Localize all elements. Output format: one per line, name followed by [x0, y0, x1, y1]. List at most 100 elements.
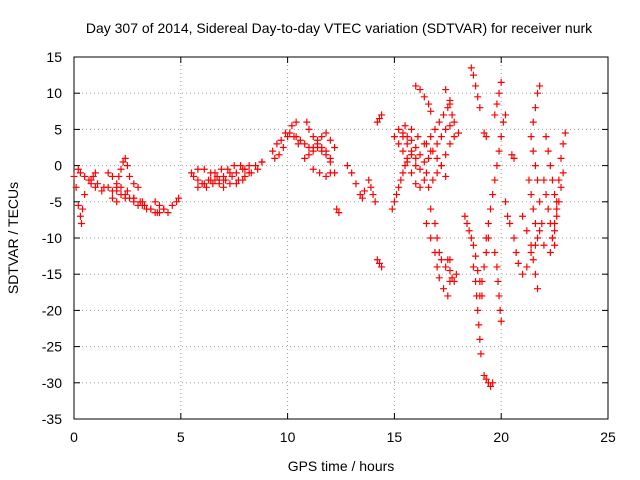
data-point	[252, 162, 260, 170]
data-point	[508, 151, 516, 159]
data-point	[496, 306, 504, 314]
data-point	[322, 147, 330, 155]
series-arc-48	[510, 227, 544, 278]
data-point	[425, 154, 433, 162]
data-point	[117, 191, 125, 199]
data-point	[326, 169, 334, 177]
data-point	[397, 176, 405, 184]
data-point	[373, 118, 381, 126]
data-point	[72, 183, 80, 191]
data-point	[442, 172, 450, 180]
series-arc-50	[525, 176, 542, 242]
data-point	[190, 172, 198, 180]
data-point	[326, 154, 334, 162]
data-point	[271, 154, 279, 162]
data-point	[401, 162, 409, 170]
data-point	[467, 64, 475, 72]
series-arc-03	[87, 176, 159, 217]
data-point	[407, 136, 415, 144]
series-arc-37	[461, 212, 486, 300]
series-arc-22	[373, 256, 386, 271]
data-point	[514, 259, 522, 267]
data-point	[407, 169, 415, 177]
data-point	[239, 165, 247, 173]
data-point	[425, 100, 433, 108]
data-point	[472, 252, 480, 260]
data-point	[536, 82, 544, 90]
data-point	[461, 212, 469, 220]
data-point	[108, 194, 116, 202]
data-point	[104, 169, 112, 177]
series-arc-13	[269, 129, 302, 155]
data-point	[375, 115, 383, 123]
data-point	[467, 234, 475, 242]
data-point	[412, 82, 420, 90]
data-point	[269, 147, 277, 155]
data-point	[489, 191, 497, 199]
data-point	[476, 104, 484, 112]
data-point	[393, 191, 401, 199]
series-arc-55	[546, 129, 569, 256]
data-point	[416, 151, 424, 159]
data-point	[100, 183, 108, 191]
data-point	[155, 201, 163, 209]
series-arc-29	[422, 100, 454, 148]
data-point	[371, 198, 379, 206]
series-arc-36	[444, 256, 460, 285]
y-tick-label: -25	[42, 339, 62, 355]
data-point	[495, 147, 503, 155]
data-point	[93, 180, 101, 188]
data-point	[561, 129, 569, 137]
data-point	[318, 133, 326, 141]
series-arc-07	[151, 194, 183, 217]
data-point	[130, 198, 138, 206]
series-arc-49	[519, 212, 542, 293]
y-tick-label: 5	[54, 121, 62, 137]
data-point	[484, 220, 492, 228]
data-point	[303, 118, 311, 126]
data-point	[529, 118, 537, 126]
data-point	[395, 125, 403, 133]
data-point	[531, 162, 539, 170]
data-point	[548, 176, 556, 184]
data-point	[138, 201, 146, 209]
data-point	[121, 194, 129, 202]
data-point	[309, 133, 317, 141]
series-arc-35	[427, 205, 454, 271]
data-point	[551, 191, 559, 199]
series-arc-47	[508, 151, 518, 162]
data-point	[557, 154, 565, 162]
grid	[74, 57, 608, 419]
data-point	[476, 335, 484, 343]
y-tick-label: -5	[50, 194, 63, 210]
data-point	[506, 220, 514, 228]
data-point	[429, 176, 437, 184]
series-arc-46	[501, 198, 514, 228]
data-point	[548, 234, 556, 242]
series-arc-40	[467, 64, 484, 112]
data-point	[412, 154, 420, 162]
data-point	[316, 169, 324, 177]
x-tick-label: 10	[280, 429, 296, 445]
data-point	[134, 183, 142, 191]
data-point	[437, 162, 445, 170]
data-point	[209, 180, 217, 188]
x-tick-label: 0	[70, 429, 78, 445]
data-point	[136, 198, 144, 206]
data-point	[442, 263, 450, 271]
chart-title: Day 307 of 2014, Sidereal Day-to-day VTE…	[86, 20, 593, 36]
data-point	[504, 212, 512, 220]
data-point	[277, 136, 285, 144]
data-point	[254, 165, 262, 173]
data-point	[446, 267, 454, 275]
data-point	[527, 241, 535, 249]
series-arc-39	[480, 372, 497, 390]
series-arc-43	[476, 234, 492, 300]
data-point	[510, 234, 518, 242]
data-point	[493, 100, 501, 108]
data-point	[544, 147, 552, 155]
data-point	[403, 158, 411, 166]
data-point	[356, 191, 364, 199]
data-point	[448, 274, 456, 282]
series-arc-04	[104, 169, 148, 209]
